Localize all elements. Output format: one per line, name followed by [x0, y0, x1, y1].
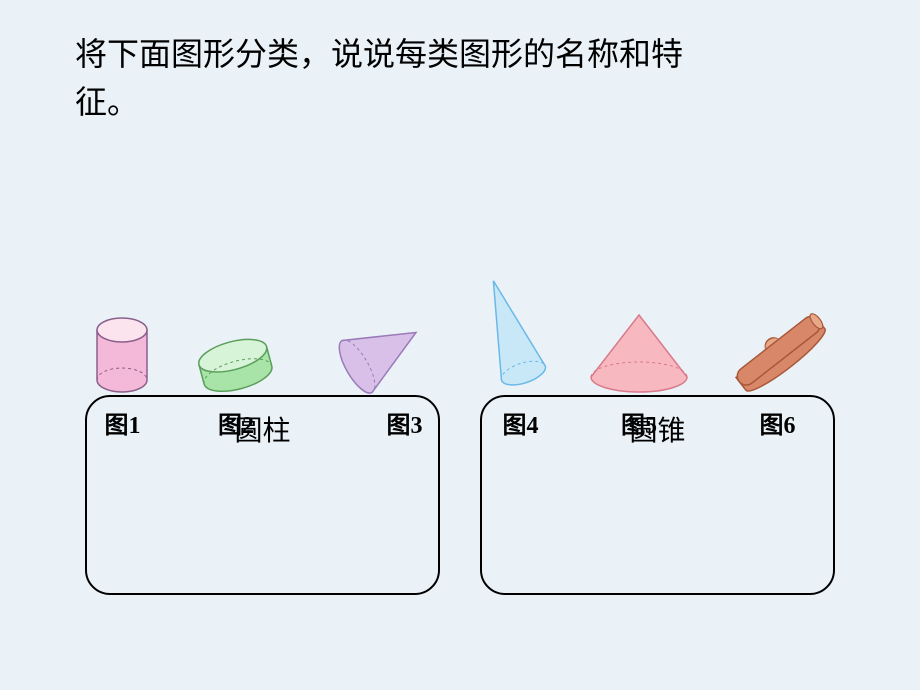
answer-box-cone: 圆锥 — [480, 395, 835, 595]
cone-pink-icon — [579, 305, 699, 400]
cone-purple-icon — [312, 300, 442, 400]
answer-boxes-row: 圆柱 圆锥 — [85, 395, 835, 595]
cone-blue-icon — [463, 270, 558, 400]
cylinder-pink-icon — [85, 310, 160, 400]
answer-box-cylinder: 圆柱 — [85, 395, 440, 595]
cylinder-rod-icon — [720, 300, 835, 400]
box-title-cylinder: 圆柱 — [87, 409, 438, 449]
instruction-text: 将下面图形分类，说说每类图形的名称和特征。 — [75, 30, 695, 126]
cylinder-green-icon — [181, 320, 291, 400]
box-title-cone: 圆锥 — [482, 409, 833, 449]
